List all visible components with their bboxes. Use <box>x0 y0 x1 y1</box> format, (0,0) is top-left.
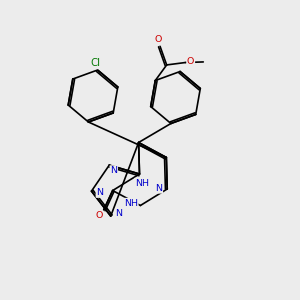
Text: N: N <box>116 208 123 217</box>
Text: O: O <box>95 211 103 220</box>
Text: N: N <box>110 166 117 175</box>
Text: O: O <box>187 57 194 66</box>
Text: Cl: Cl <box>90 58 100 68</box>
Text: O: O <box>155 35 162 44</box>
Text: N: N <box>155 184 162 193</box>
Text: NH: NH <box>135 178 149 188</box>
Text: NH: NH <box>124 199 138 208</box>
Text: N: N <box>96 188 103 197</box>
